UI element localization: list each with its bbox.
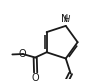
Text: N: N [61, 14, 68, 24]
Text: H: H [64, 15, 70, 24]
Text: O: O [19, 49, 26, 59]
Text: O: O [32, 73, 39, 83]
